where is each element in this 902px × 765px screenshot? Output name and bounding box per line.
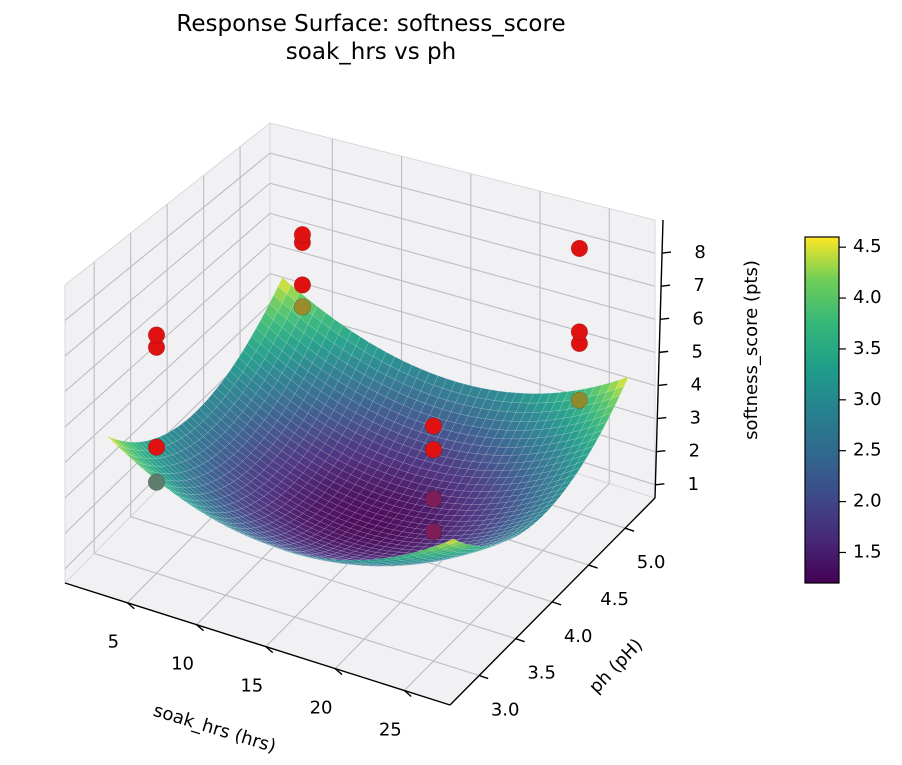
grid-line [64, 212, 271, 392]
scatter-point-occluded [424, 523, 443, 541]
z-tick-label: 6 [692, 308, 703, 329]
scatter-point-occluded [424, 490, 443, 508]
scatter-point [424, 417, 443, 435]
colorbar-gradient [804, 236, 840, 584]
z-axis-line [654, 219, 664, 499]
scatter-point [570, 239, 589, 258]
y-tick-label: 5.0 [637, 552, 666, 573]
y-axis-tick [551, 601, 562, 606]
plot-title-line2: soak_hrs vs ph [286, 39, 456, 65]
grid-line [94, 553, 480, 677]
x-axis-tick [403, 689, 412, 698]
z-tick-label: 2 [689, 441, 700, 462]
z-tick-label: 4 [691, 374, 702, 395]
plot-title-line1: Response Surface: softness_score [176, 11, 565, 37]
y-axis-tick [624, 527, 635, 532]
colorbar: 1.5 2.0 2.5 3.0 3.5 4.0 4.5 [804, 236, 882, 584]
z-axis-tick [660, 317, 670, 320]
colorbar-tick-label: 1.5 [853, 541, 882, 562]
x-axis-tick [196, 624, 205, 632]
z-tick-label: 5 [691, 341, 702, 362]
y-tick-label: 3.0 [491, 700, 520, 721]
y-tick-label: 3.5 [527, 663, 556, 684]
y-axis-label: ph (pH) [585, 635, 647, 698]
x-tick-label: 10 [171, 654, 194, 675]
y-tick-label: 4.0 [564, 626, 593, 647]
tick-labels: 5 10 15 20 25 3.0 3.5 4.0 4.5 5.0 1 2 3 4 5 6 7 8 [108, 242, 706, 740]
colorbar-tick-label: 3.0 [853, 389, 882, 410]
x-axis-tick [265, 646, 274, 654]
x-axis-label: soak_hrs (hrs) [151, 700, 279, 757]
z-axis-tick [659, 350, 669, 354]
scatter-point [293, 225, 312, 244]
y-axis-tick [515, 638, 525, 643]
x-tick-label: 15 [240, 676, 263, 697]
x-tick-label: 5 [108, 632, 119, 653]
scatter-point-occluded [570, 391, 589, 410]
z-tick-label: 8 [694, 242, 705, 263]
z-axis-tick [655, 483, 665, 486]
grid-line [269, 152, 656, 254]
x-axis-line [64, 582, 451, 706]
z-tick-label: 7 [693, 275, 704, 296]
z-axis-tick [656, 449, 666, 453]
grid-line [64, 243, 271, 428]
z-axis-tick [657, 416, 667, 420]
colorbar-tick-label: 2.5 [853, 440, 882, 461]
grid-line [269, 242, 656, 353]
y-tick-label: 4.5 [600, 589, 629, 610]
x-tick-label: 25 [379, 720, 402, 741]
z-axis-tick [658, 383, 668, 387]
grid-line [269, 182, 656, 287]
surface-mesh [107, 276, 630, 567]
scatter-point [424, 441, 443, 459]
grid-line [64, 182, 271, 357]
z-axis-label: softness_score (pts) [741, 260, 762, 440]
scatter-point [570, 323, 589, 341]
x-axis-tick [126, 602, 135, 610]
grid-line [269, 273, 656, 387]
scatter-point-occluded [293, 298, 312, 316]
colorbar-tick-label: 2.0 [853, 491, 882, 512]
grid-line [64, 303, 271, 499]
x-tick-label: 20 [310, 698, 333, 719]
grid-line [64, 152, 271, 321]
grid-line [130, 516, 516, 640]
scatter-points [147, 225, 589, 541]
z-axis-tick [661, 251, 672, 254]
scatter-point [147, 326, 166, 344]
grid-line [64, 273, 271, 463]
x-axis-tick [334, 668, 343, 676]
y-axis-tick [588, 564, 598, 569]
scatter-point [293, 276, 312, 294]
z-tick-label: 3 [690, 408, 701, 429]
grid-line [269, 212, 656, 320]
scatter-point [147, 438, 166, 456]
z-axis-tick [661, 284, 671, 287]
colorbar-tick-label: 4.5 [853, 236, 882, 257]
colorbar-tick-label: 3.5 [853, 338, 882, 359]
colorbar-tick-label: 4.0 [853, 287, 882, 308]
scatter-point-occluded [147, 473, 166, 491]
y-axis-tick [478, 674, 489, 680]
z-tick-label: 1 [688, 474, 699, 495]
axes-lines-ticks [64, 219, 672, 706]
